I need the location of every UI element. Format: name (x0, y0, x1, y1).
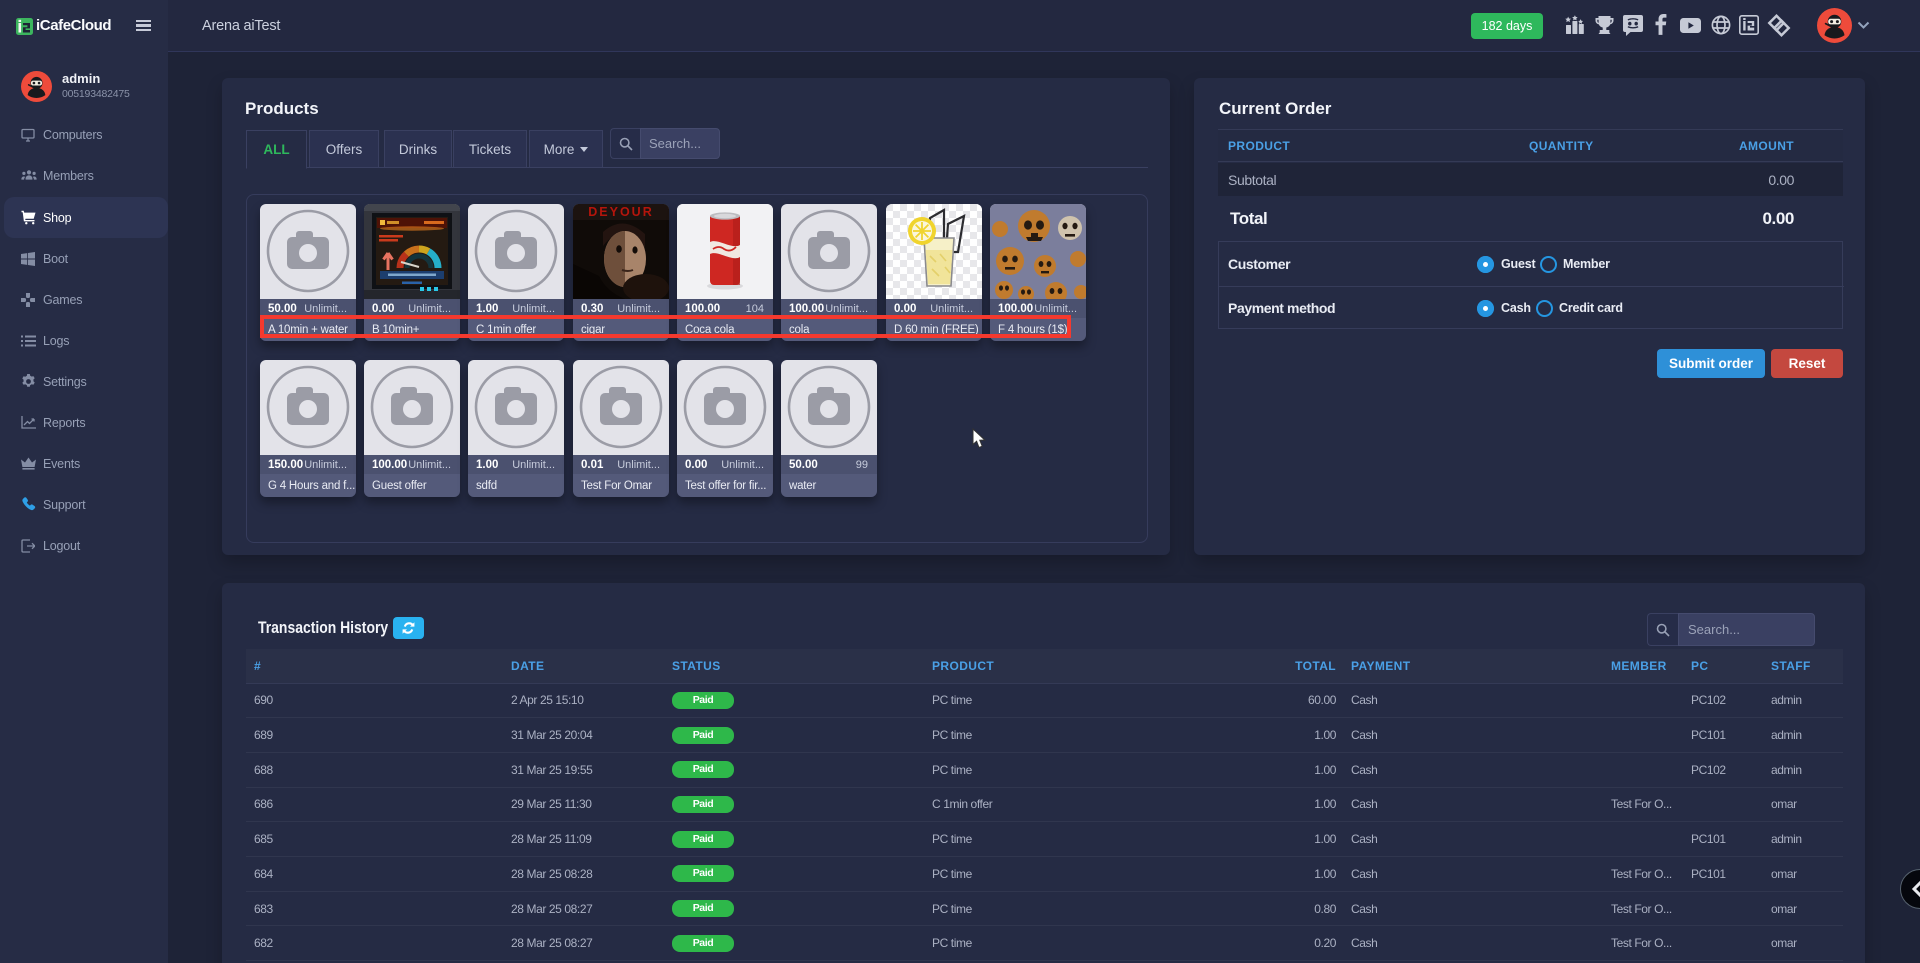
svg-text:DEYOUR: DEYOUR (588, 205, 653, 219)
